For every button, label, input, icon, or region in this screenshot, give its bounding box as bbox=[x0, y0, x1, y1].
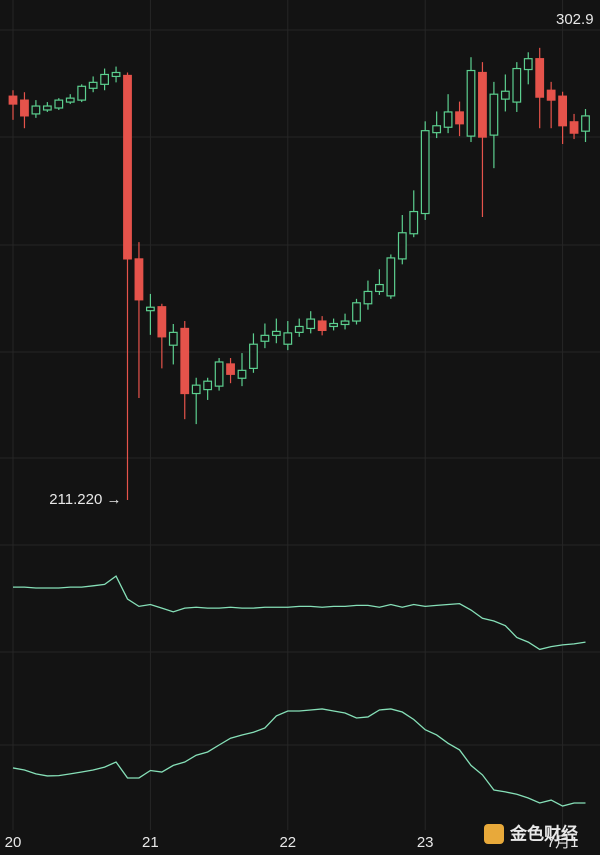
candle-body bbox=[523, 58, 533, 71]
candle-body bbox=[443, 111, 453, 128]
candle-body bbox=[65, 97, 75, 103]
candle-body bbox=[111, 71, 121, 78]
watermark-logo bbox=[484, 824, 504, 844]
candle-body bbox=[42, 105, 52, 111]
candle-body bbox=[317, 320, 327, 332]
candle-body bbox=[249, 343, 258, 369]
candle-body bbox=[352, 302, 361, 322]
candle-body bbox=[100, 73, 110, 85]
candle-body bbox=[146, 306, 155, 312]
candle-body bbox=[569, 121, 579, 134]
candle-body bbox=[283, 332, 293, 345]
candle-body bbox=[455, 111, 464, 125]
indicator-line bbox=[12, 708, 586, 807]
max-price-label: 302.9 bbox=[556, 11, 594, 28]
candle-body bbox=[386, 257, 396, 297]
x-tick-label: 7月1 bbox=[547, 834, 579, 851]
candle-body bbox=[329, 322, 338, 328]
candle-body bbox=[500, 90, 510, 100]
min-price-label: 211.220 → bbox=[49, 491, 121, 508]
grid bbox=[0, 29, 600, 746]
candle-body bbox=[203, 380, 213, 391]
candle-body bbox=[237, 369, 247, 379]
watermark-text: 金色财经 bbox=[509, 823, 578, 843]
candle-body bbox=[306, 318, 316, 330]
candle-body bbox=[271, 330, 281, 336]
candle-body bbox=[375, 283, 384, 293]
candle-body bbox=[77, 85, 87, 101]
candle-body bbox=[88, 81, 98, 89]
candle-body bbox=[20, 99, 29, 117]
candle-body bbox=[180, 327, 190, 395]
candle-body bbox=[432, 125, 442, 134]
candle-body bbox=[478, 71, 487, 138]
candle-body bbox=[123, 74, 132, 260]
candle-body bbox=[340, 320, 350, 326]
candle-body bbox=[54, 99, 64, 109]
x-tick-label: 20 bbox=[5, 834, 22, 851]
candle-body bbox=[31, 105, 41, 115]
plot: 20 21 22 23 7月1 bbox=[5, 0, 590, 851]
candle-body bbox=[546, 89, 556, 101]
candle-body bbox=[191, 384, 201, 395]
candle-body bbox=[294, 325, 304, 333]
candle-body bbox=[134, 258, 144, 301]
indicator-line bbox=[13, 575, 586, 651]
candle-body bbox=[363, 290, 373, 305]
candle-body bbox=[260, 334, 270, 342]
candle-body bbox=[8, 95, 18, 105]
candle-body bbox=[226, 363, 235, 375]
candle-body bbox=[409, 210, 419, 235]
watermark: 金色财经 bbox=[484, 823, 578, 844]
candle-body bbox=[558, 95, 567, 127]
candle-body bbox=[512, 67, 522, 103]
candle-body bbox=[168, 331, 178, 346]
candle-body bbox=[535, 58, 545, 98]
candle-body bbox=[157, 306, 167, 338]
candle-body bbox=[397, 232, 407, 260]
candle-body bbox=[420, 130, 430, 215]
candle-body bbox=[214, 361, 224, 387]
candle-body bbox=[581, 115, 590, 132]
x-tick-label: 21 bbox=[142, 834, 159, 851]
candle-body bbox=[466, 69, 476, 137]
x-tick-label: 22 bbox=[279, 834, 296, 851]
candle-body bbox=[489, 93, 499, 136]
x-tick-label: 23 bbox=[417, 834, 434, 851]
